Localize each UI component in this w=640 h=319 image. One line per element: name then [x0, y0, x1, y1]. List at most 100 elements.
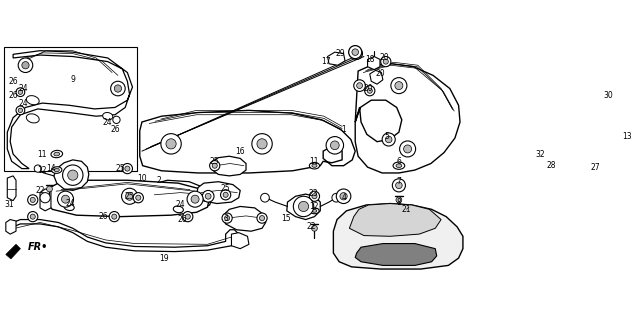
Circle shape: [352, 49, 358, 56]
Circle shape: [381, 56, 391, 67]
Ellipse shape: [54, 152, 60, 156]
Text: 20: 20: [375, 70, 385, 78]
Circle shape: [399, 141, 415, 157]
Text: 15: 15: [281, 214, 291, 223]
Circle shape: [391, 78, 407, 93]
Circle shape: [210, 160, 220, 171]
Polygon shape: [367, 56, 380, 70]
Ellipse shape: [310, 208, 319, 214]
Circle shape: [202, 190, 214, 202]
Circle shape: [395, 82, 403, 90]
Ellipse shape: [26, 114, 39, 123]
Circle shape: [222, 213, 232, 223]
Circle shape: [354, 80, 365, 92]
Circle shape: [367, 88, 372, 93]
Circle shape: [332, 193, 340, 202]
Circle shape: [16, 88, 25, 97]
Circle shape: [259, 216, 264, 221]
Polygon shape: [7, 176, 16, 201]
Circle shape: [182, 211, 193, 222]
Circle shape: [260, 193, 269, 202]
Text: 11: 11: [38, 150, 47, 159]
Text: 12: 12: [310, 202, 319, 211]
Text: 3: 3: [223, 214, 228, 223]
Ellipse shape: [64, 204, 74, 211]
Text: 24: 24: [176, 201, 186, 210]
Text: 26: 26: [8, 91, 18, 100]
Circle shape: [326, 137, 344, 154]
Text: 25: 25: [210, 157, 220, 166]
Text: 26: 26: [177, 215, 187, 224]
Ellipse shape: [51, 150, 63, 158]
Circle shape: [392, 179, 405, 192]
Ellipse shape: [544, 153, 554, 160]
Text: 13: 13: [623, 132, 632, 141]
Circle shape: [605, 94, 617, 106]
Circle shape: [223, 192, 228, 197]
Polygon shape: [148, 180, 212, 211]
Circle shape: [125, 166, 130, 171]
Text: 22: 22: [35, 186, 45, 195]
Polygon shape: [7, 51, 132, 169]
Polygon shape: [44, 180, 210, 217]
Circle shape: [161, 134, 181, 154]
Circle shape: [385, 136, 392, 143]
Text: 17: 17: [321, 57, 331, 66]
Circle shape: [28, 195, 38, 205]
Ellipse shape: [102, 113, 113, 120]
Circle shape: [383, 59, 388, 64]
Circle shape: [47, 186, 52, 192]
Polygon shape: [223, 206, 266, 231]
Circle shape: [30, 214, 35, 219]
Ellipse shape: [309, 162, 319, 169]
Text: 32: 32: [535, 150, 545, 159]
Circle shape: [609, 97, 614, 103]
Polygon shape: [328, 52, 345, 65]
Circle shape: [122, 188, 138, 204]
Ellipse shape: [173, 206, 184, 213]
Circle shape: [109, 211, 120, 222]
Text: 26: 26: [8, 77, 18, 86]
Circle shape: [187, 191, 203, 207]
Text: 31: 31: [4, 201, 13, 210]
Text: 26: 26: [110, 125, 120, 134]
Polygon shape: [370, 70, 383, 84]
Circle shape: [336, 189, 351, 204]
Circle shape: [298, 201, 308, 211]
Polygon shape: [349, 204, 441, 236]
Text: 27: 27: [591, 163, 600, 172]
Circle shape: [293, 196, 314, 217]
Text: 25: 25: [125, 192, 134, 201]
Polygon shape: [232, 233, 249, 249]
Circle shape: [28, 211, 38, 222]
Ellipse shape: [54, 168, 60, 172]
Text: 20: 20: [364, 84, 373, 93]
Circle shape: [225, 216, 230, 221]
Text: 28: 28: [547, 161, 557, 170]
Circle shape: [212, 163, 217, 168]
Ellipse shape: [547, 155, 552, 158]
Polygon shape: [212, 156, 246, 176]
Circle shape: [63, 165, 83, 185]
Ellipse shape: [312, 209, 317, 212]
Text: 26: 26: [99, 212, 108, 221]
Circle shape: [312, 226, 317, 231]
Polygon shape: [140, 110, 355, 173]
Circle shape: [112, 214, 117, 219]
Circle shape: [111, 81, 125, 96]
Text: 18: 18: [365, 55, 374, 64]
Text: 2: 2: [156, 176, 161, 185]
Text: 24: 24: [65, 199, 75, 208]
Circle shape: [205, 193, 211, 199]
Circle shape: [365, 85, 375, 96]
Circle shape: [351, 48, 362, 59]
Circle shape: [18, 90, 22, 94]
Circle shape: [185, 214, 190, 219]
Text: 6: 6: [396, 157, 401, 166]
Circle shape: [136, 195, 141, 200]
Ellipse shape: [312, 164, 317, 167]
Polygon shape: [355, 244, 436, 265]
Text: 25: 25: [221, 184, 230, 194]
Circle shape: [309, 191, 319, 201]
Polygon shape: [4, 47, 137, 171]
